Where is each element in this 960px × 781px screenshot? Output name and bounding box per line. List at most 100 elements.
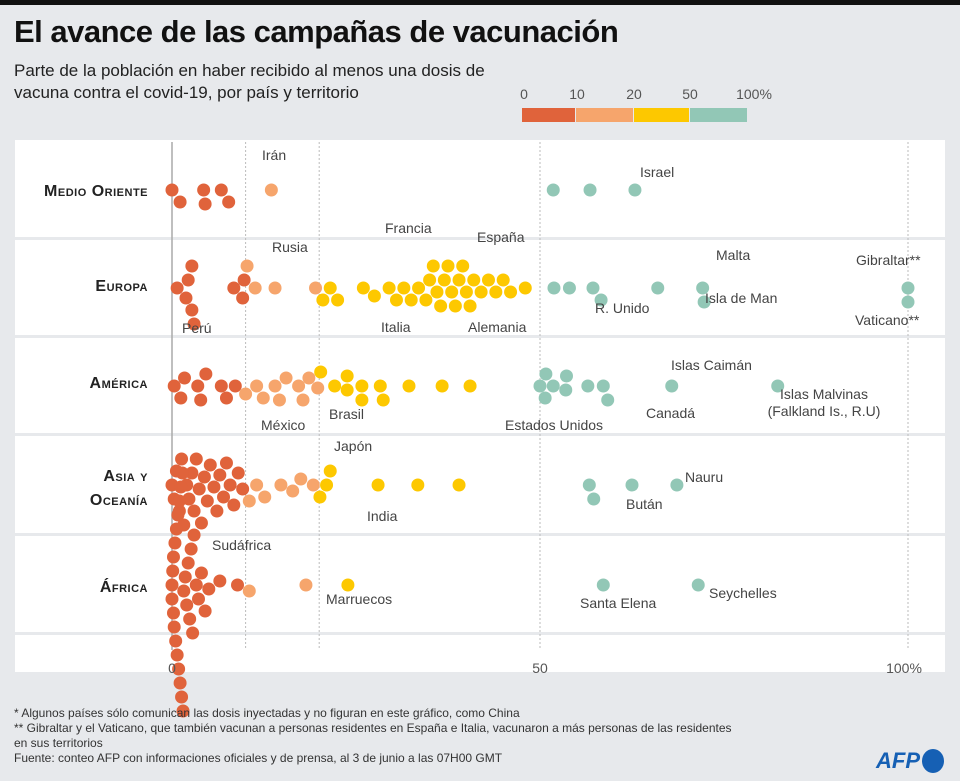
data-point — [441, 259, 455, 273]
data-point — [170, 648, 184, 662]
data-point — [539, 367, 553, 381]
data-point — [199, 367, 213, 381]
legend-label: 10 — [569, 86, 585, 102]
data-point — [594, 293, 608, 307]
data-point — [323, 281, 337, 295]
footnote: ** Gibraltar y el Vaticano, que también … — [14, 721, 732, 750]
data-point — [546, 183, 560, 197]
data-point — [697, 295, 711, 309]
data-point — [467, 273, 481, 287]
data-point — [214, 183, 228, 197]
data-point — [171, 508, 185, 522]
data-point — [207, 480, 221, 494]
data-point — [314, 365, 328, 379]
annotation-label: Islas Caimán — [671, 357, 752, 373]
annotation-label: Estados Unidos — [505, 417, 604, 433]
data-point — [268, 281, 282, 295]
data-point — [901, 295, 915, 309]
data-point — [286, 484, 300, 498]
data-point — [292, 379, 306, 393]
data-point — [203, 458, 217, 472]
data-point — [382, 281, 396, 295]
annotation-label: México — [261, 417, 306, 433]
data-point — [165, 592, 179, 606]
afp-logo: AFP — [876, 748, 920, 773]
data-point — [445, 285, 459, 299]
data-point — [264, 183, 278, 197]
data-point — [242, 584, 256, 598]
data-point — [311, 381, 325, 395]
data-point — [559, 383, 573, 397]
annotation-label: Sudáfrica — [212, 537, 272, 553]
data-point — [172, 494, 186, 508]
data-point — [248, 281, 262, 295]
annotation-label: Islas Malvinas (Falkland Is., R.U) — [767, 386, 881, 419]
data-point — [309, 281, 323, 295]
data-point — [166, 564, 180, 578]
data-point — [194, 393, 208, 407]
annotation-label: Israel — [640, 164, 675, 180]
region-label: Asia y Oceanía — [89, 468, 148, 509]
data-point — [504, 285, 518, 299]
data-point — [547, 281, 561, 295]
legend-label: 50 — [682, 86, 698, 102]
data-point — [186, 626, 200, 640]
annotation-label: Francia — [385, 220, 432, 236]
data-point — [177, 584, 191, 598]
data-point — [189, 578, 203, 592]
data-point — [170, 281, 184, 295]
data-point — [452, 273, 466, 287]
annotation-label: Perú — [182, 320, 212, 336]
data-point — [268, 379, 282, 393]
data-point — [437, 273, 451, 287]
data-point — [323, 464, 337, 478]
annotation-label: Seychelles — [709, 585, 777, 601]
annotation-label: Italia — [381, 319, 411, 335]
data-point — [219, 456, 233, 470]
footnote: * Algunos países sólo comunican las dosi… — [14, 706, 520, 720]
data-point — [172, 662, 186, 676]
annotation-label: Malta — [716, 247, 751, 263]
annotation-label: Canadá — [646, 405, 696, 421]
data-point — [651, 281, 665, 295]
data-point — [340, 369, 354, 383]
data-point — [183, 612, 197, 626]
data-point — [217, 490, 231, 504]
data-point — [331, 293, 345, 307]
data-point — [582, 478, 596, 492]
region-label: América — [89, 375, 148, 392]
data-point — [178, 371, 192, 385]
data-point — [169, 634, 183, 648]
data-point — [242, 494, 256, 508]
data-point — [296, 393, 310, 407]
annotation-label: Gibraltar** — [856, 252, 921, 268]
data-point — [274, 478, 288, 492]
region-label: Medio Oriente — [44, 183, 148, 200]
data-point — [402, 379, 416, 393]
annotation-label: Brasil — [329, 406, 365, 422]
legend-swatch-20-50 — [634, 108, 689, 122]
data-point — [214, 379, 228, 393]
top-bar — [0, 0, 960, 5]
data-point — [474, 285, 488, 299]
data-point — [197, 470, 211, 484]
data-point — [165, 183, 179, 197]
data-point — [194, 516, 208, 530]
x-tick-label: 100% — [886, 660, 922, 676]
data-point — [294, 472, 308, 486]
data-point — [670, 478, 684, 492]
data-point — [587, 492, 601, 506]
data-point — [546, 379, 560, 393]
row-divider — [15, 533, 945, 536]
annotation-label: Vaticano** — [855, 312, 920, 328]
data-point — [272, 393, 286, 407]
data-point — [596, 379, 610, 393]
legend-swatch-10-20 — [576, 108, 633, 122]
data-point — [227, 281, 241, 295]
data-point — [448, 299, 462, 313]
data-point — [279, 371, 293, 385]
data-point — [181, 556, 195, 570]
data-point — [463, 299, 477, 313]
